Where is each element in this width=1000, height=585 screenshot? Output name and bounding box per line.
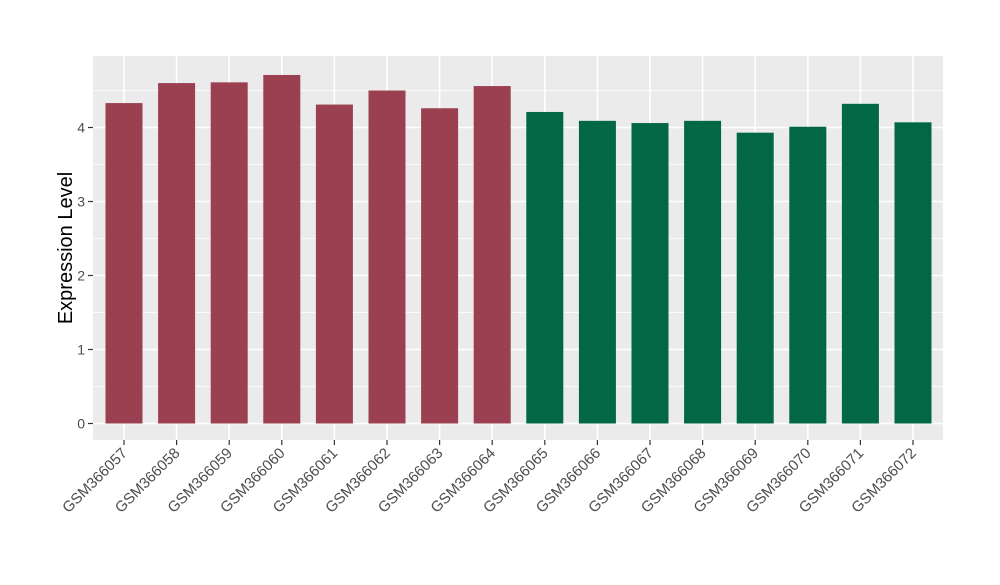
bar (158, 83, 196, 424)
bar (789, 126, 827, 424)
y-tick-label: 3 (77, 194, 85, 210)
bar (841, 103, 879, 424)
bar (105, 103, 143, 424)
bar (263, 74, 301, 424)
bar (315, 104, 353, 424)
bar (894, 122, 932, 424)
bar (578, 120, 616, 424)
y-tick-label: 2 (77, 268, 85, 284)
bar (631, 123, 669, 424)
bar (736, 132, 774, 424)
bars (105, 74, 932, 424)
bar (473, 86, 511, 424)
bar (684, 120, 722, 424)
y-axis-label: Expression Level (55, 172, 77, 324)
y-tick-label: 4 (77, 120, 85, 136)
bar (368, 90, 406, 424)
bar (210, 82, 248, 424)
y-tick-label: 0 (77, 416, 85, 432)
y-tick-label: 1 (77, 342, 85, 358)
bar (526, 111, 564, 424)
bar (421, 108, 459, 424)
